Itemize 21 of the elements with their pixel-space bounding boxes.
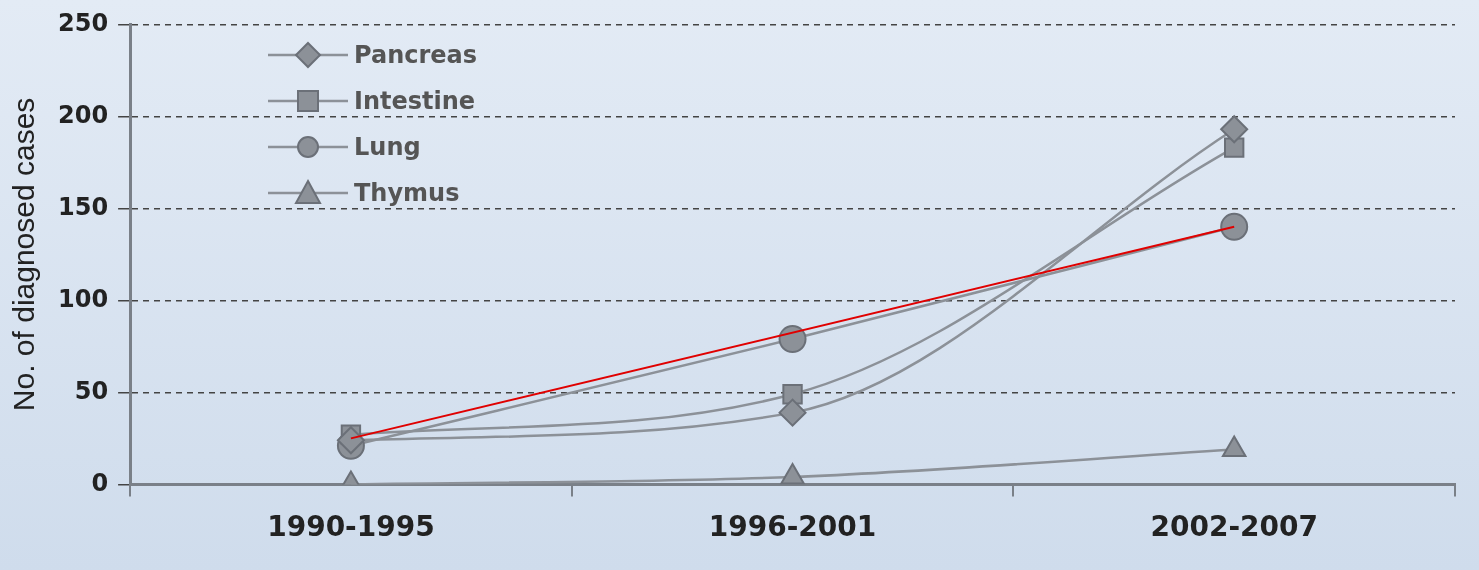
- point: [778, 325, 807, 354]
- y-tick-label: 150: [57, 192, 109, 221]
- legend-label: Intestine: [354, 87, 476, 115]
- point: [1220, 212, 1249, 241]
- point: [1223, 137, 1245, 158]
- x-tick-label: 1996-2001: [708, 510, 877, 544]
- legend-label: Thymus: [354, 179, 460, 207]
- y-tick-label: 200: [57, 100, 109, 129]
- x-tick-label: 2002-2007: [1150, 510, 1318, 544]
- y-axis-title: No. of diagnosed cases: [7, 97, 41, 412]
- y-tick-label: 100: [57, 284, 109, 313]
- x-tick-label: 1990-1995: [267, 510, 435, 544]
- point: [778, 398, 807, 427]
- y-tick-label: 0: [91, 468, 109, 497]
- y-tick-label: 250: [57, 8, 109, 37]
- point: [1220, 115, 1249, 144]
- legend-label: Lung: [354, 133, 421, 161]
- point: [336, 426, 365, 455]
- legend-label: Pancreas: [354, 41, 478, 69]
- point: [782, 384, 803, 405]
- y-tick-label: 50: [74, 376, 109, 405]
